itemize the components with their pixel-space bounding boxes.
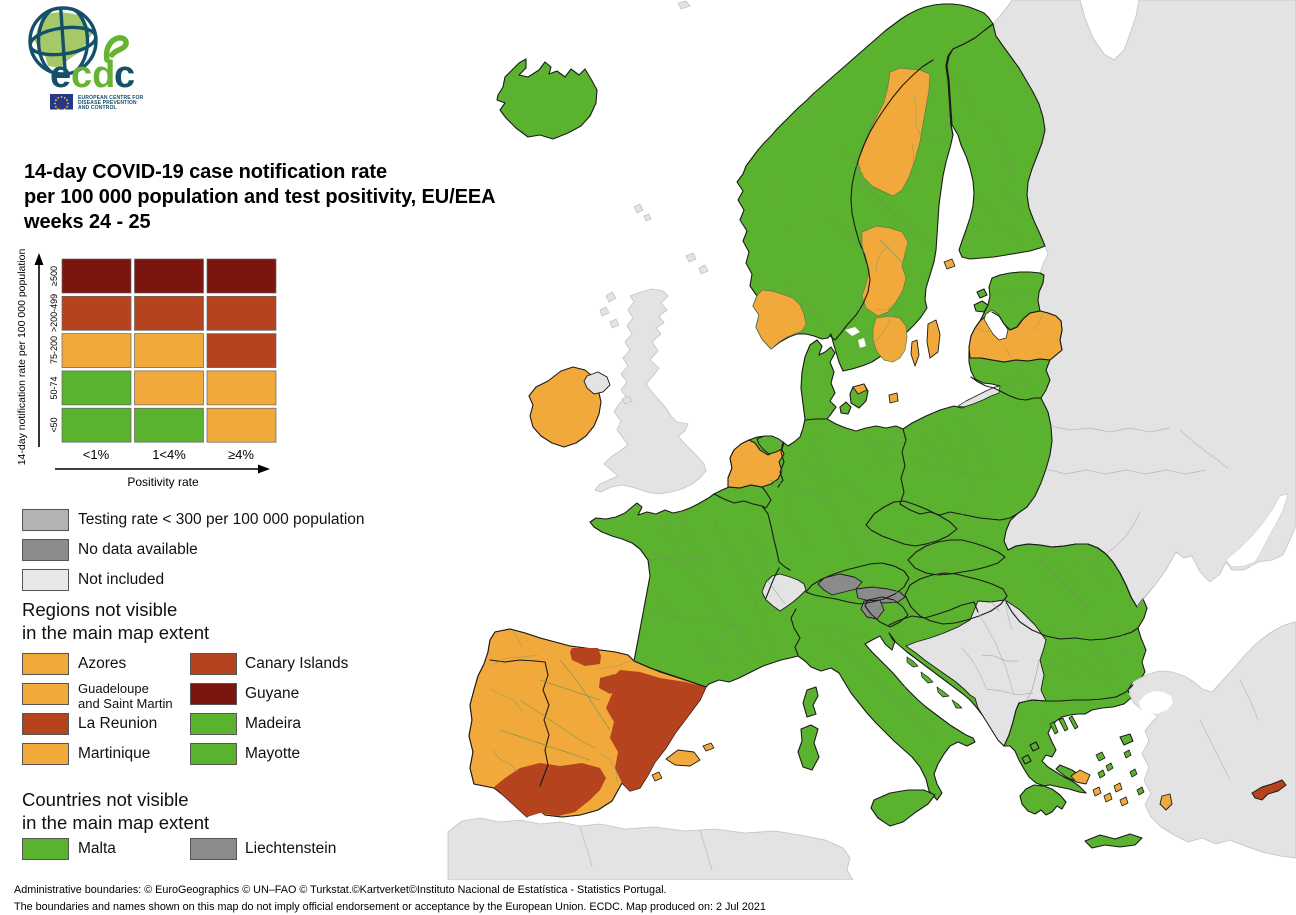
- svg-text:DISEASE PREVENTION: DISEASE PREVENTION: [78, 100, 137, 106]
- svg-text:EUROPEAN CENTRE FOR: EUROPEAN CENTRE FOR: [78, 95, 144, 101]
- svg-text:1<4%: 1<4%: [152, 447, 186, 462]
- svg-text:≥4%: ≥4%: [228, 447, 254, 462]
- svg-text:>200-499: >200-499: [49, 294, 59, 332]
- svg-text:50-74: 50-74: [49, 376, 59, 399]
- svg-text:c: c: [114, 54, 135, 96]
- svg-text:<50: <50: [49, 417, 59, 432]
- svg-text:14-day notification rate per 1: 14-day notification rate per 100 000 pop…: [16, 249, 28, 466]
- svg-text:≥500: ≥500: [49, 266, 59, 286]
- svg-text:Positivity rate: Positivity rate: [127, 475, 199, 489]
- svg-text:<1%: <1%: [83, 447, 110, 462]
- svg-text:AND CONTROL: AND CONTROL: [78, 105, 117, 111]
- svg-text:75-200: 75-200: [49, 336, 59, 364]
- svg-text:e: e: [50, 54, 71, 96]
